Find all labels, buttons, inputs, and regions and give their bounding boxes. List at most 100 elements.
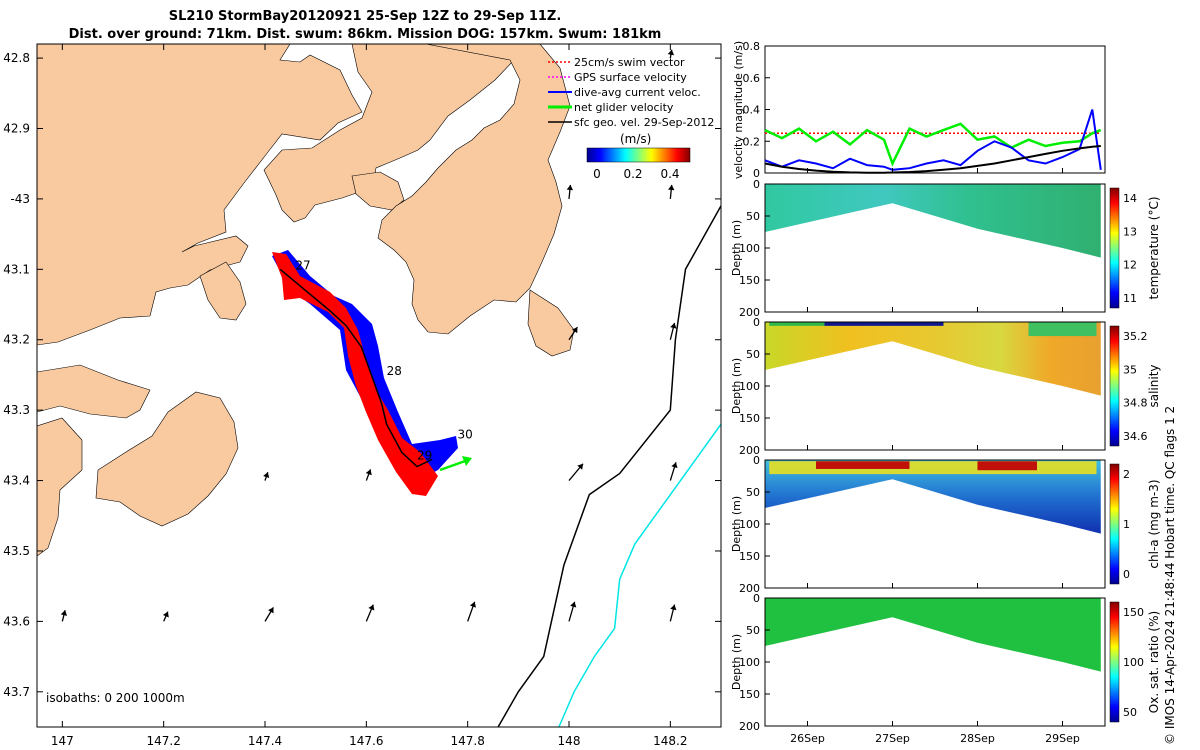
sfc-geo-vector-10 [669, 462, 678, 481]
day-label-30: 30 [458, 427, 473, 441]
map-ytick-label: 43.3 [3, 403, 30, 417]
glider-track [279, 268, 433, 468]
section-chl-a: 0 50 100 150 200 Depth (m) 0 1 2 chl-a (mg m-3) [730, 454, 1161, 595]
oxygen-colorbar-label: Ox. sat. ratio (%) [1147, 611, 1161, 713]
sfc-geo-vector-13 [566, 184, 574, 199]
oxygen-ytick-label: 0 [753, 592, 760, 605]
isobath-200m [497, 205, 721, 727]
chl-a-ytick-label: 100 [739, 518, 760, 531]
section-salinity: 0 50 100 150 200 Depth (m) 34.6 34.8 35 35.2 salin… [730, 316, 1161, 457]
isobath-1000m [558, 423, 721, 727]
sfc-geo-vector-11 [568, 326, 578, 341]
temperature-ytick-label: 100 [739, 242, 760, 255]
oxygen-ytick-label: 50 [746, 624, 760, 637]
map-xtick-label: 148.2 [653, 734, 687, 748]
land-bruny-south [95, 391, 239, 527]
sfc-geo-vector-7 [263, 471, 270, 481]
time-xtick-label: 27Sep [875, 732, 910, 745]
temperature-ytick-label: 200 [739, 306, 760, 319]
temperature-colorbar-tick: 14 [1123, 192, 1137, 205]
sfc-geo-vector-head [577, 463, 583, 470]
legend-label-sfc-geo: sfc geo. vel. 29-Sep-2012 [574, 116, 714, 129]
map-xtick-label: 147.8 [450, 734, 484, 748]
chl-a-ytick-label: 50 [746, 486, 760, 499]
velocity-axes [764, 45, 1106, 174]
salinity-ytick-label: 100 [739, 380, 760, 393]
oxygen-ytick-label: 150 [739, 688, 760, 701]
title-line-2: Dist. over ground: 71km. Dist. swum: 86k… [68, 27, 662, 42]
oxygen-colorbar-tick: 150 [1123, 606, 1144, 619]
section-temperature: 0 50 100 150 200 Depth (m) 11 12 13 14 temperature… [730, 178, 1161, 319]
temperature-colorbar-tick: 11 [1123, 292, 1137, 305]
isobath-label: isobaths: 0 200 1000m [46, 691, 185, 705]
salinity-ytick-label: 150 [739, 412, 760, 425]
land-bruny-north [199, 261, 247, 321]
map-xtick-label: 147.2 [146, 734, 180, 748]
figure-title: SL210 StormBay20120921 25-Sep 12Z to 29-… [0, 8, 730, 44]
sfc-geo-vector-head [263, 472, 270, 478]
velocity-ytick-label: 0.2 [743, 135, 761, 148]
velocity-series-2 [764, 109, 1102, 171]
land-west-coast [37, 44, 363, 346]
sfc-geo-vector-6 [669, 604, 677, 622]
velocity-series [764, 109, 1102, 174]
temperature-ylabel: Depth (m) [730, 220, 743, 276]
velocity-ytick-label: 0.6 [743, 72, 761, 85]
salinity-colorbar-tick: 35.2 [1123, 330, 1148, 343]
map-ytick-label: 43.4 [3, 474, 30, 488]
velocity-ytick-label: 0 [753, 167, 760, 180]
sfc-geo-vector-head [667, 49, 675, 56]
sfc-geo-vector-head [671, 462, 678, 469]
map-legend: 25cm/s swim vector GPS surface velocity … [548, 56, 714, 181]
net-glider-velocity-arrow [439, 456, 472, 472]
velocity-series-1 [764, 122, 1102, 167]
chl-a-colorbar-tick: 1 [1123, 518, 1130, 531]
chl-a-colorbar-tick: 0 [1123, 568, 1130, 581]
land-southwest [37, 417, 83, 557]
map-colorbar-label: (m/s) [620, 132, 651, 146]
oxygen-ylabel: Depth (m) [730, 634, 743, 690]
sfc-geo-vector-0 [60, 610, 68, 622]
sfc-geo-vector-head [162, 611, 169, 618]
temperature-ytick-label: 150 [739, 274, 760, 287]
land-north-east [263, 44, 521, 223]
map-ytick-label: 43.2 [3, 333, 30, 347]
map-colorbar-tick-1: 0.2 [623, 167, 642, 181]
chl-a-colorbar-tick: 2 [1123, 468, 1130, 481]
oxygen-colorbar [1109, 601, 1120, 723]
temperature-section-fill [765, 184, 1101, 258]
map-ytick-label: 43.1 [3, 262, 30, 276]
map-colorbar-tick-2: 0.4 [660, 167, 679, 181]
map-xtick-label: 147.6 [349, 734, 383, 748]
sfc-geo-velocity-vectors [60, 49, 678, 622]
sfc-geo-vector-head [571, 327, 578, 334]
velocity-ytick-label: 0.8 [743, 40, 761, 53]
land-east-peninsula [377, 44, 571, 335]
oxygen-ytick-label: 100 [739, 656, 760, 669]
map-xtick-label: 148 [558, 734, 581, 748]
map-ytick-label: -43 [10, 192, 30, 206]
sfc-geo-vector-head [60, 610, 68, 616]
land-forestier [527, 289, 575, 357]
map-panel: 27 28 29 30 25cm/s swim vector GPS surface … [3, 43, 722, 748]
sfc-geo-vector-9 [568, 463, 584, 481]
chl-max-east [977, 461, 1037, 471]
isobaths [497, 205, 721, 727]
velocity-panel: 0 0.2 0.4 0.6 0.8 velocity magnitude (m/s) [732, 40, 1106, 180]
sfc-geo-vector-1 [162, 611, 169, 622]
land-west-lower [37, 364, 151, 419]
salinity-colorbar-label: salinity [1147, 364, 1161, 407]
day-label-28: 28 [387, 364, 402, 378]
salinity-section-fill [765, 322, 1101, 396]
sfc-geo-vector-head [368, 604, 375, 611]
sfc-geo-vector-head [469, 601, 476, 608]
salinity-surface-east [1028, 322, 1097, 337]
salinity-colorbar [1109, 325, 1120, 447]
temperature-colorbar [1109, 187, 1120, 309]
sfc-geo-vector-head [268, 607, 274, 614]
day-label-27: 27 [295, 258, 310, 272]
sfc-geo-vector-2 [264, 607, 274, 622]
map-ytick-label: 42.9 [3, 121, 30, 135]
